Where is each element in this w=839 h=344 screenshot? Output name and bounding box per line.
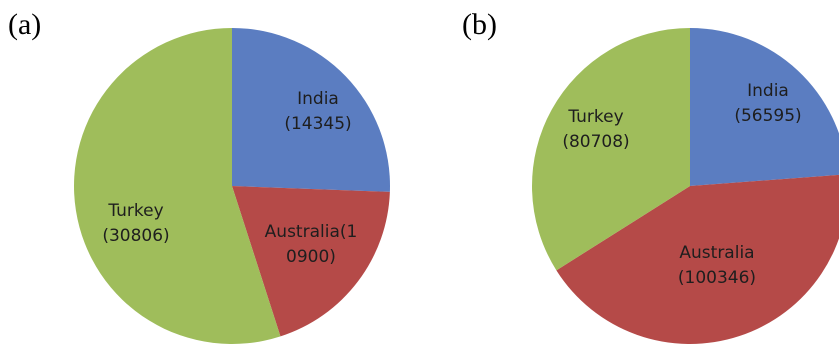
pie-a-label-turkey-line-0: Turkey: [107, 201, 163, 221]
pie-b-label-turkey-line-0: Turkey: [567, 107, 623, 127]
pie-a-label-turkey-line-1: (30806): [102, 226, 169, 246]
pie-b-slice-australia: [556, 174, 839, 344]
pie-b-slice-turkey: [532, 28, 690, 271]
pie-chart-a: India (14345) Australia(1 0900) Turkey (30806…: [74, 28, 390, 344]
pie-b-label-india-line-0: India: [747, 81, 789, 101]
pie-b-label-india-line-1: (56595): [734, 106, 801, 126]
pie-b-label-turkey: Turkey (80708): [562, 107, 629, 152]
pie-a-label-india-line-0: India: [297, 89, 339, 109]
pie-b-label-turkey-line-1: (80708): [562, 132, 629, 152]
pie-a-label-india-line-1: (14345): [284, 114, 351, 134]
pie-chart-b: India (56595) Australia (100346) Turkey (8070…: [532, 28, 839, 344]
pie-b-label-australia: Australia (100346): [678, 243, 756, 288]
pie-b-label-india: India (56595): [734, 81, 801, 126]
pie-b-label-australia-line-1: (100346): [678, 268, 756, 288]
pie-a-slice-india: [232, 28, 390, 192]
panel-label-b: (b): [462, 8, 497, 41]
pie-a-slice-turkey: [74, 28, 281, 344]
pie-a-label-australia: Australia(1 0900): [265, 222, 358, 267]
pie-a-label-india: India (14345): [284, 89, 351, 134]
pie-b-label-australia-line-0: Australia: [679, 243, 754, 263]
pie-a-label-australia-line-0: Australia(1: [265, 222, 358, 242]
pie-a-label-turkey: Turkey (30806): [102, 201, 169, 246]
pie-b-slice-india: [690, 28, 839, 186]
pie-a-label-australia-line-1: 0900): [286, 247, 336, 267]
pie-a-slice-australia: [232, 186, 390, 337]
panel-label-a: (a): [8, 8, 41, 41]
